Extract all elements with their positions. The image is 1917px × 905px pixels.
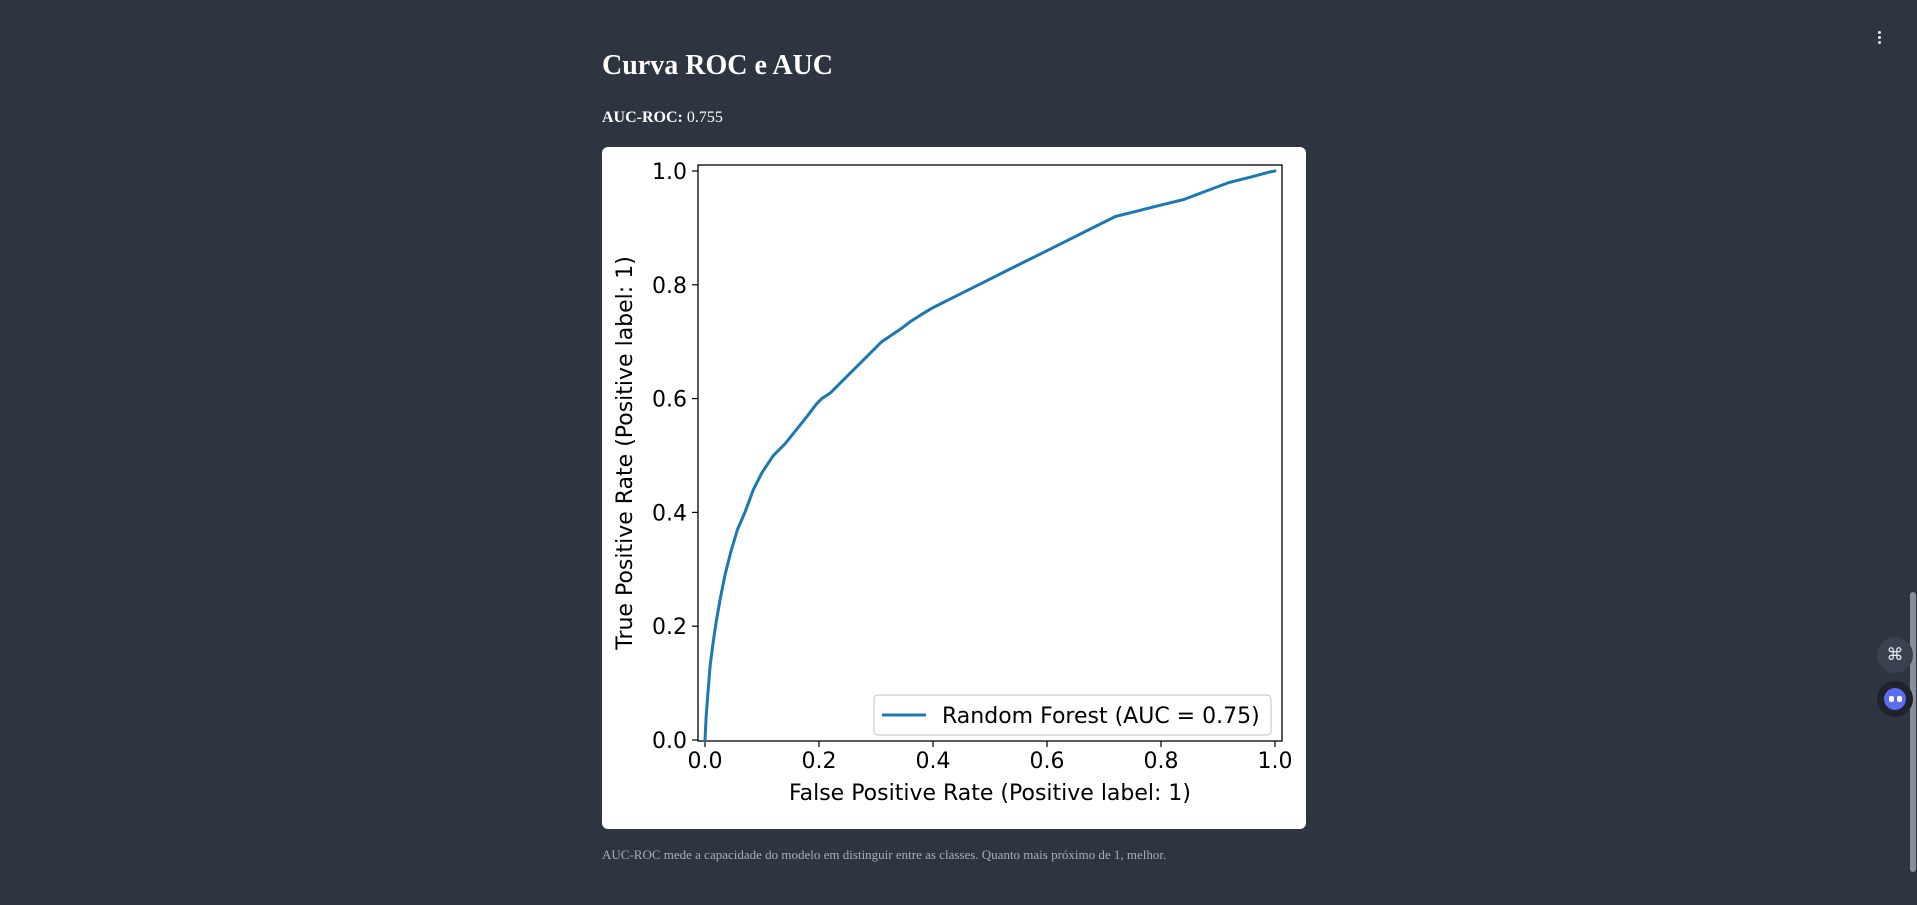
menu-dot: [1877, 30, 1881, 34]
x-tick-label: 0.6: [1030, 749, 1065, 774]
menu-dot: [1877, 40, 1881, 44]
y-tick-label: 0.8: [652, 274, 687, 299]
menu-dot: [1877, 35, 1881, 39]
page-title: Curva ROC e AUC: [602, 50, 833, 81]
auc-metric-label: AUC-ROC:: [602, 109, 683, 126]
roc-chart: 0.0 0.2 0.4 0.6 0.8 1.0 0.0 0.2 0.4 0.6 0.8 1.0 Fals…: [613, 160, 1293, 806]
x-axis-label: False Positive Rate (Positive label: 1): [789, 781, 1191, 806]
y-tick-label: 0.0: [652, 729, 687, 754]
more-vertical-icon[interactable]: [1870, 26, 1888, 48]
x-tick-label: 0.8: [1144, 749, 1179, 774]
auc-metric-value: 0.755: [686, 109, 723, 126]
legend-box: [873, 694, 1272, 736]
axes-frame: [697, 164, 1283, 742]
caption-text: AUC-ROC mede a capacidade do modelo em d…: [602, 847, 1167, 862]
plot-area: 0.0 0.2 0.4 0.6 0.8 1.0 0.0 0.2 0.4 0.6 0.8 1.0 Fals…: [613, 160, 1293, 806]
bot-eye: [1896, 696, 1902, 702]
roc-chart-card: 0.0 0.2 0.4 0.6 0.8 1.0 0.0 0.2 0.4 0.6 0.8 1.0 Fals…: [602, 147, 1306, 829]
y-tick-label: 0.4: [652, 501, 687, 526]
x-tick-label: 0.2: [802, 749, 837, 774]
x-tick-label: 0.0: [688, 749, 723, 774]
scrollbar-track[interactable]: [1908, 0, 1917, 905]
y-tick-label: 1.0: [652, 160, 687, 185]
x-tick-label: 0.4: [916, 749, 951, 774]
command-icon[interactable]: ⌘: [1877, 637, 1913, 673]
x-tick-label: 1.0: [1258, 749, 1293, 774]
assistant-bot-icon: [1884, 688, 1906, 710]
bot-eye: [1888, 696, 1894, 702]
y-axis-label: True Positive Rate (Positive label: 1): [613, 256, 638, 651]
y-tick-label: 0.2: [652, 615, 687, 640]
roc-curve-line: [703, 169, 1277, 742]
y-tick-label: 0.6: [652, 388, 687, 413]
auc-metric: AUC-ROC: 0.755: [602, 109, 723, 127]
legend-label: Random Forest (AUC = 0.75): [942, 704, 1260, 729]
scrollbar-thumb[interactable]: [1910, 592, 1916, 872]
assistant-bot-button[interactable]: [1877, 681, 1913, 717]
